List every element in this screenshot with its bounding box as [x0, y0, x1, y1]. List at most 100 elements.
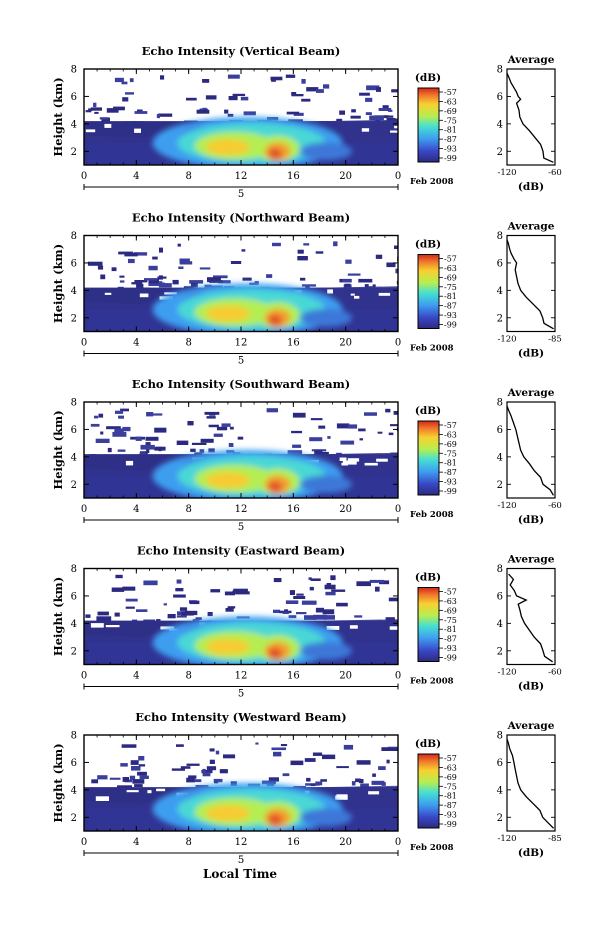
noise-cell	[322, 609, 335, 615]
gap-cell	[361, 128, 370, 132]
noise-cell	[289, 590, 295, 595]
noise-cell	[85, 614, 91, 618]
noise-cell	[313, 614, 327, 620]
colorbar-tick-label: -87	[444, 135, 457, 144]
panel-3: Echo Intensity (Eastward Beam)0 4 8 12 16 20 0…	[51, 544, 562, 700]
x-tick-label: 20	[339, 671, 352, 682]
average-x-tick-label: -120	[497, 168, 516, 178]
day-label: 5	[238, 356, 244, 367]
noise-cell	[134, 111, 148, 114]
noise-cell	[173, 594, 186, 598]
colorbar-tick-label: -93	[444, 145, 457, 154]
colorbar-tick-label: -57	[444, 588, 457, 597]
gap-cell	[336, 794, 348, 797]
average-title: Average	[507, 54, 555, 66]
noise-cell	[207, 277, 221, 283]
core-tail	[300, 475, 353, 494]
date-label: Feb 2008	[410, 510, 454, 520]
y-tick-label: 8	[71, 231, 77, 242]
noise-cell	[301, 79, 306, 84]
panel-2: Echo Intensity (Southward Beam)0 4 8 12 16 20…	[51, 377, 562, 533]
noise-cell	[358, 779, 364, 784]
noise-cell	[218, 280, 231, 284]
noise-cell	[88, 108, 93, 111]
colorbar-tick-label: -87	[444, 302, 457, 311]
noise-cell	[157, 276, 167, 279]
average-profile-line	[506, 239, 554, 330]
x-tick-label: 0	[395, 338, 401, 349]
noise-cell	[297, 249, 304, 254]
noise-cell	[214, 781, 219, 784]
noise-cell	[179, 607, 188, 611]
noise-cell	[177, 611, 182, 616]
x-axis-label: Local Time	[203, 867, 277, 881]
noise-cell	[122, 777, 129, 782]
gap-cell	[339, 457, 347, 461]
colorbar-tick-label: -81	[444, 292, 457, 301]
noise-cell	[176, 615, 187, 618]
noise-cell	[177, 243, 181, 247]
noise-cell	[202, 771, 211, 777]
colorbar-tick-label: -99	[444, 820, 457, 829]
noise-cell	[375, 254, 383, 259]
noise-cell	[369, 115, 384, 121]
average-profile: Average 2 4 6 8 -120 -60 (dB)	[497, 54, 562, 193]
noise-cell	[291, 430, 303, 434]
noise-cell	[300, 277, 306, 281]
x-tick-label: 0	[81, 504, 87, 515]
x-tick-label: 0	[395, 504, 401, 515]
noise-cell	[386, 759, 390, 764]
gap-cell	[104, 123, 112, 128]
heatmap-content	[84, 241, 398, 332]
noise-cell	[205, 95, 217, 100]
noise-cell	[393, 411, 398, 415]
noise-cell	[163, 603, 167, 606]
noise-cell	[296, 593, 304, 596]
day-line: 5 Feb 2008	[83, 677, 454, 700]
noise-cell	[191, 442, 207, 445]
y-tick-label: 4	[71, 286, 77, 297]
noise-cell	[315, 607, 324, 613]
core-yellow-a	[205, 805, 250, 822]
noise-cell	[190, 448, 196, 452]
noise-cell	[285, 74, 296, 78]
convective-cores	[152, 783, 353, 831]
noise-cell	[327, 436, 331, 439]
colorbar-tick-label: -81	[444, 792, 457, 801]
noise-cell	[107, 447, 112, 453]
average-profile-line	[506, 405, 554, 496]
noise-cell	[223, 754, 236, 759]
noise-cell	[131, 766, 141, 771]
noise-cell	[227, 113, 234, 117]
x-tick-label: 8	[185, 504, 191, 515]
noise-cell	[115, 410, 124, 414]
noise-cell	[121, 744, 137, 748]
noise-cell	[242, 277, 252, 281]
noise-cell	[206, 416, 216, 419]
noise-cell	[241, 249, 246, 252]
noise-cell	[154, 427, 167, 433]
y-axis-label: Height (km)	[51, 577, 65, 656]
noise-cell	[322, 754, 336, 760]
noise-cell	[138, 756, 145, 761]
gap-cell	[326, 626, 340, 630]
gap-cell	[126, 790, 139, 793]
gap-cell	[85, 129, 96, 133]
x-tick-label: 16	[287, 504, 300, 515]
noise-cell	[240, 96, 249, 101]
gap-cell	[156, 788, 166, 792]
x-tick-label: 8	[185, 338, 191, 349]
noise-cell	[208, 424, 219, 428]
noise-cell	[320, 779, 327, 782]
noise-cell	[195, 617, 202, 620]
noise-cell	[117, 785, 132, 789]
heatmap: 0 4 8 12 16 20 0 2 4 6 8 Height (km) 5 Feb 2008	[51, 564, 454, 700]
noise-cell	[301, 98, 311, 102]
noise-cell	[133, 252, 148, 256]
noise-cell	[224, 591, 235, 596]
colorbar: (dB)-57-63-69-75-81-87-93-99	[415, 572, 457, 663]
gap-cell	[389, 626, 398, 630]
noise-cell	[160, 75, 165, 80]
noise-cell	[386, 262, 396, 268]
